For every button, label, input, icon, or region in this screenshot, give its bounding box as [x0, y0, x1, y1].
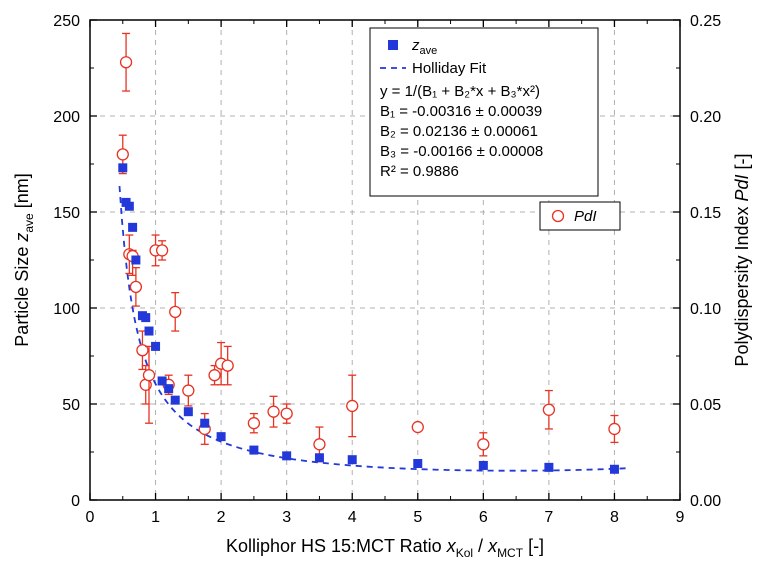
- zave-marker: [544, 463, 553, 472]
- x-tick-label: 4: [348, 509, 357, 526]
- pdi-marker: [183, 385, 194, 396]
- zave-marker: [171, 396, 180, 405]
- y-left-tick-label: 50: [62, 397, 80, 414]
- x-tick-label: 7: [544, 509, 553, 526]
- legend-eq-line: y = 1/(B₁ + B₂*x + B₃*x²): [380, 83, 540, 100]
- zave-marker: [348, 455, 357, 464]
- legend-zave-icon: [388, 40, 398, 50]
- legend-pdi-icon: [553, 211, 564, 222]
- legend-eq-line: R² = 0.9886: [380, 163, 459, 180]
- pdi-marker: [209, 370, 220, 381]
- x-tick-label: 3: [282, 509, 291, 526]
- x-tick-label: 1: [151, 509, 160, 526]
- pdi-marker: [170, 306, 181, 317]
- pdi-marker: [281, 408, 292, 419]
- zave-marker: [141, 313, 150, 322]
- zave-marker: [158, 376, 167, 385]
- pdi-marker: [412, 422, 423, 433]
- zave-marker: [413, 459, 422, 468]
- y-right-tick-label: 0.00: [690, 493, 721, 510]
- x-tick-label: 2: [217, 509, 226, 526]
- zave-marker: [125, 202, 134, 211]
- pdi-marker: [157, 245, 168, 256]
- pdi-marker: [347, 400, 358, 411]
- y-right-tick-label: 0.10: [690, 301, 721, 318]
- pdi-marker: [543, 404, 554, 415]
- pdi-marker: [117, 149, 128, 160]
- y-left-tick-label: 0: [71, 493, 80, 510]
- y-right-tick-label: 0.15: [690, 205, 721, 222]
- y-right-tick-label: 0.20: [690, 109, 721, 126]
- y-right-tick-label: 0.05: [690, 397, 721, 414]
- legend-pdi-label: PdI: [574, 208, 597, 225]
- y-right-tick-label: 0.25: [690, 13, 721, 30]
- zave-marker: [118, 163, 127, 172]
- legend-eq-line: B₃ = -0.00166 ± 0.00008: [380, 143, 543, 160]
- zave-marker: [315, 453, 324, 462]
- pdi-marker: [609, 423, 620, 434]
- zave-marker: [282, 451, 291, 460]
- pdi-marker: [268, 406, 279, 417]
- zave-marker: [131, 256, 140, 265]
- pdi-marker: [314, 439, 325, 450]
- y-left-tick-label: 100: [53, 301, 80, 318]
- chart-container: 0 1 2 3 4 5 6 7 8 9 0 50 100 150 200 250 0.00 0.05 0.10 0.1…: [0, 0, 770, 579]
- y-right-axis-label: Polydispersity Index PdI [-]: [732, 153, 752, 366]
- legend-eq-line: B₁ = -0.00316 ± 0.00039: [380, 103, 542, 120]
- legend-fit-label: Holliday Fit: [412, 60, 487, 77]
- x-tick-label: 9: [676, 509, 685, 526]
- zave-marker: [184, 407, 193, 416]
- pdi-marker: [478, 439, 489, 450]
- zave-marker: [217, 432, 226, 441]
- pdi-marker: [121, 57, 132, 68]
- zave-marker: [479, 461, 488, 470]
- y-left-tick-label: 250: [53, 13, 80, 30]
- x-tick-label: 8: [610, 509, 619, 526]
- x-tick-label: 0: [86, 509, 95, 526]
- chart-svg: 0 1 2 3 4 5 6 7 8 9 0 50 100 150 200 250 0.00 0.05 0.10 0.1…: [0, 0, 770, 579]
- zave-marker: [200, 419, 209, 428]
- x-tick-label: 6: [479, 509, 488, 526]
- zave-marker: [249, 446, 258, 455]
- pdi-marker: [130, 281, 141, 292]
- zave-marker: [151, 342, 160, 351]
- zave-marker: [610, 465, 619, 474]
- pdi-marker: [222, 360, 233, 371]
- legend-eq-line: B₂ = 0.02136 ± 0.00061: [380, 123, 538, 140]
- pdi-marker: [248, 418, 259, 429]
- y-left-tick-label: 150: [53, 205, 80, 222]
- zave-marker: [128, 223, 137, 232]
- y-left-tick-label: 200: [53, 109, 80, 126]
- zave-marker: [145, 327, 154, 336]
- zave-marker: [164, 384, 173, 393]
- x-tick-label: 5: [413, 509, 422, 526]
- pdi-marker: [144, 370, 155, 381]
